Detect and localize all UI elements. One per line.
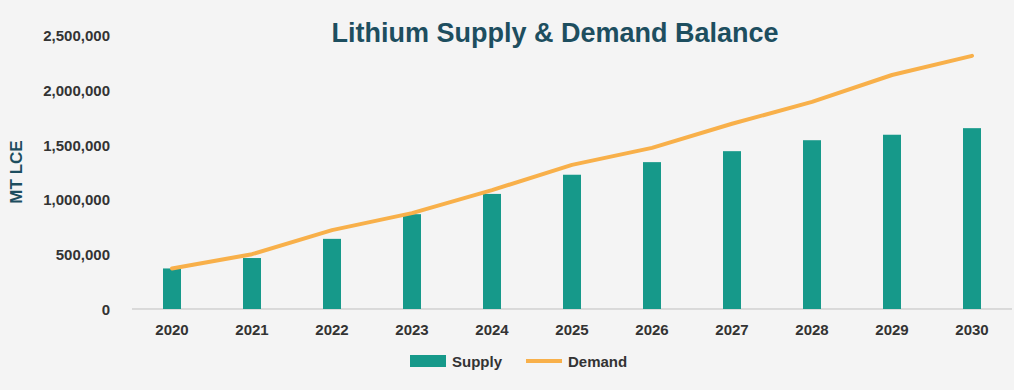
bar	[403, 214, 421, 309]
x-tick-label: 2023	[395, 321, 428, 338]
background	[0, 0, 1014, 390]
bar	[723, 151, 741, 309]
bar	[163, 268, 181, 309]
y-tick	[128, 35, 132, 36]
x-tick-label: 2030	[955, 321, 988, 338]
x-tick-label: 2021	[235, 321, 268, 338]
bar	[643, 162, 661, 309]
bar	[563, 175, 581, 309]
legend-swatch	[410, 355, 446, 367]
bar	[243, 258, 261, 309]
chart: Lithium Supply & Demand Balance MT LCE 0 50…	[0, 0, 1014, 390]
bar	[323, 239, 341, 309]
x-tick-label: 2022	[315, 321, 348, 338]
x-tick-label: 2027	[715, 321, 748, 338]
legend-swatch	[526, 359, 562, 363]
legend-label: Supply	[452, 353, 503, 370]
x-tick-label: 2025	[555, 321, 588, 338]
y-tick	[128, 89, 132, 90]
y-tick-label: 500,000	[56, 246, 110, 263]
y-tick-label: 0	[102, 301, 110, 318]
y-tick-label: 1,500,000	[43, 137, 110, 154]
y-tick	[128, 144, 132, 145]
y-tick	[128, 199, 132, 200]
x-tick-label: 2029	[875, 321, 908, 338]
y-tick	[128, 254, 132, 255]
bar	[803, 140, 821, 309]
x-tick-label: 2020	[155, 321, 188, 338]
y-tick-label: 2,000,000	[43, 82, 110, 99]
title: Lithium Supply & Demand Balance	[331, 18, 778, 48]
y-tick-label: 2,500,000	[43, 27, 110, 44]
x-tick-label: 2028	[795, 321, 828, 338]
line	[172, 56, 972, 269]
y-tick	[128, 309, 132, 310]
bar	[883, 135, 901, 309]
legend-label: Demand	[568, 353, 627, 370]
bar	[963, 128, 981, 309]
bar	[483, 194, 501, 309]
y-axis-label: MT LCE	[7, 140, 26, 203]
x-tick-label: 2024	[475, 321, 509, 338]
plot-area	[163, 56, 981, 309]
x-tick-label: 2026	[635, 321, 668, 338]
y-tick-label: 1,000,000	[43, 191, 110, 208]
